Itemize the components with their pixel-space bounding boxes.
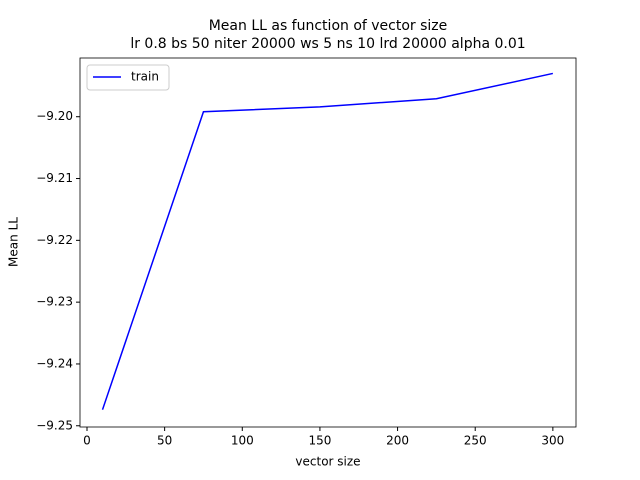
y-tick-label: −9.21 — [36, 171, 73, 185]
y-axis-label: Mean LL — [7, 217, 21, 267]
legend-label: train — [131, 70, 159, 84]
chart-subtitle: lr 0.8 bs 50 niter 20000 ws 5 ns 10 lrd … — [130, 36, 525, 52]
x-tick-label: 0 — [83, 434, 91, 448]
x-tick-label: 200 — [386, 434, 409, 448]
y-tick-label: −9.22 — [36, 233, 73, 247]
legend-box — [86, 64, 170, 91]
x-tick-label: 150 — [308, 434, 331, 448]
y-tick-label: −9.24 — [36, 356, 73, 370]
y-tick-label: −9.25 — [36, 418, 73, 432]
y-tick-label: −9.23 — [36, 295, 73, 309]
x-tick-label: 50 — [157, 434, 172, 448]
x-tick-label: 100 — [231, 434, 254, 448]
x-tick-label: 300 — [541, 434, 564, 448]
x-axis-label: vector size — [295, 455, 360, 469]
plot-frame — [79, 57, 577, 428]
chart-title: Mean LL as function of vector size — [209, 18, 448, 34]
y-tick-label: −9.20 — [36, 109, 73, 123]
x-tick-label: 250 — [464, 434, 487, 448]
series-line — [101, 72, 554, 410]
